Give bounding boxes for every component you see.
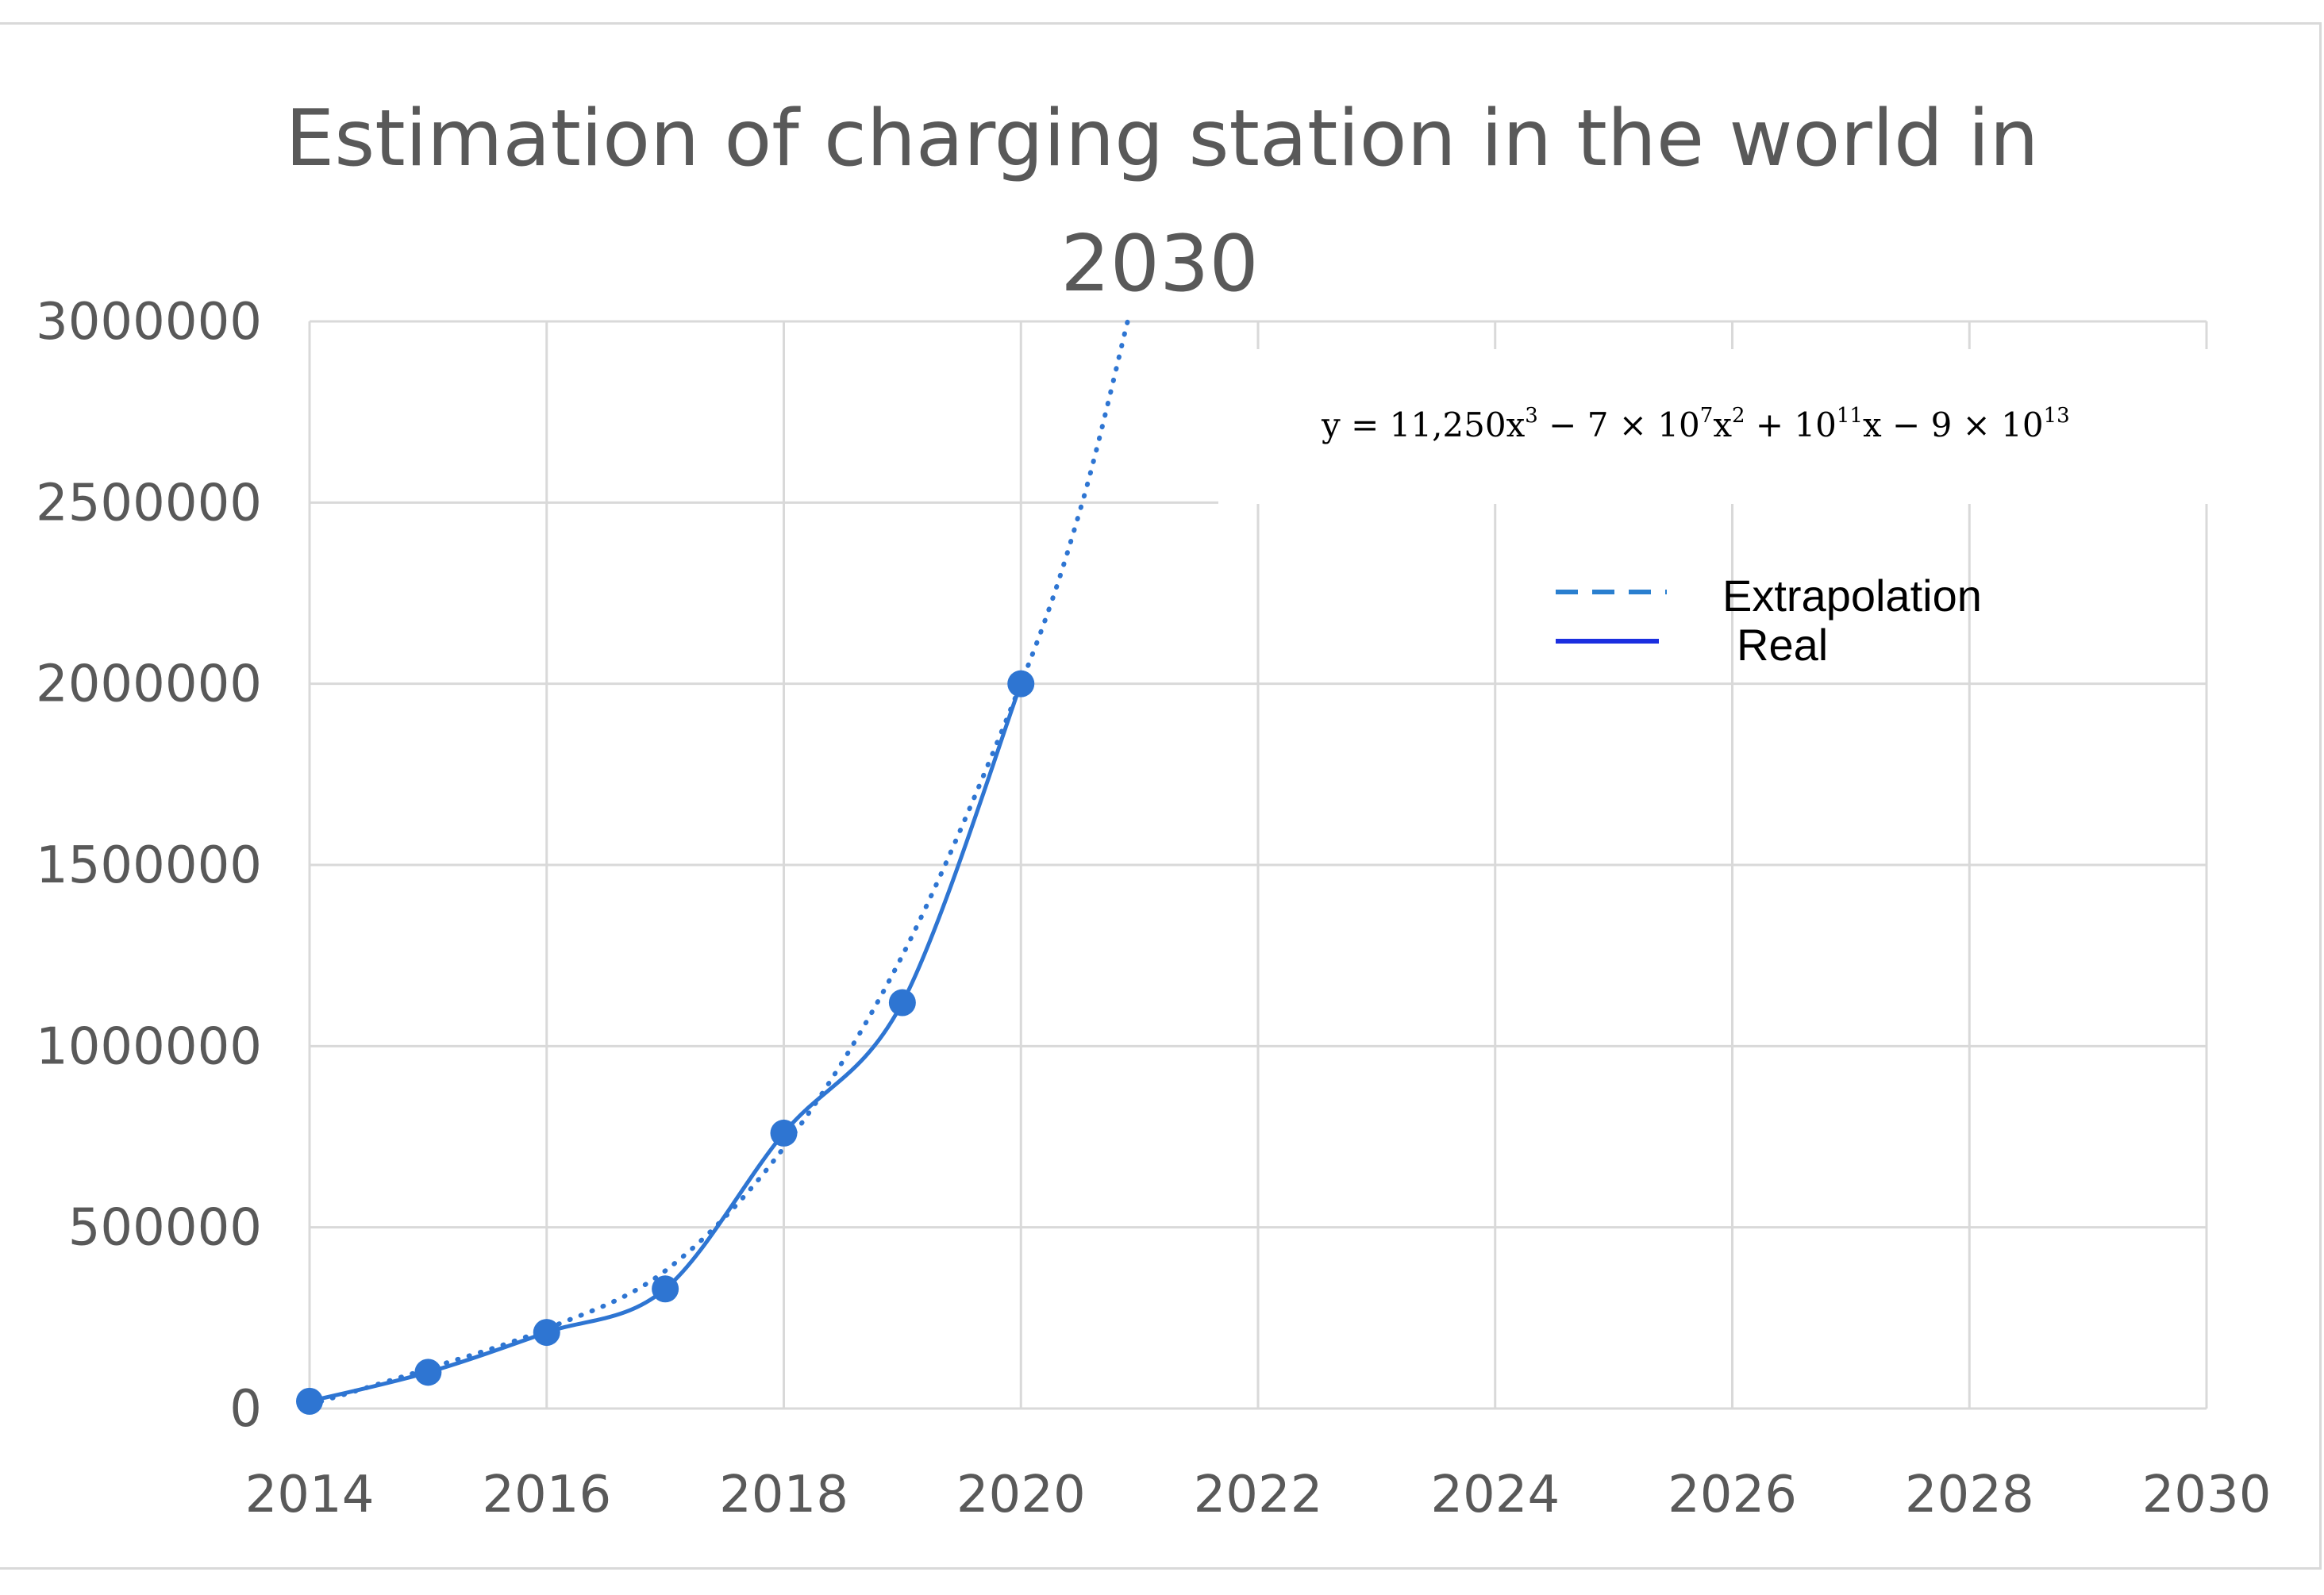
x-tick-label: 2026 bbox=[1668, 1466, 1797, 1524]
chart-title-line-1: Estimation of charging station in the wo… bbox=[285, 94, 2039, 184]
y-tick-label: 2500000 bbox=[36, 474, 262, 532]
series-layer bbox=[296, 319, 1130, 1415]
data-point-real bbox=[770, 1119, 798, 1147]
y-tick-label: 3000000 bbox=[36, 293, 262, 352]
y-tick-label: 1500000 bbox=[36, 836, 262, 895]
chart-frame bbox=[0, 22, 2322, 1570]
data-point-real bbox=[533, 1319, 560, 1347]
data-point-real bbox=[414, 1359, 442, 1386]
y-tick-label: 500000 bbox=[68, 1199, 262, 1258]
chart-title-line-2: 2030 bbox=[1060, 219, 1259, 309]
y-tick-label: 0 bbox=[229, 1380, 262, 1439]
y-tick-label: 1000000 bbox=[36, 1017, 262, 1076]
equation-box: y = 11,250x3 − 7 × 107x2 + 1011x − 9 × 1… bbox=[1218, 349, 2210, 504]
x-tick-label: 2028 bbox=[1905, 1466, 2034, 1524]
data-point-real bbox=[888, 989, 916, 1017]
series-line-extrapolation bbox=[307, 319, 1130, 1408]
legend-label-extrapolation: Extrapolation bbox=[1722, 571, 1982, 621]
data-point-real bbox=[296, 1387, 323, 1415]
x-axis-ticks: 2014 2016 2018 2020 2022 2024 2026 2028 2030 bbox=[245, 1466, 2272, 1524]
x-tick-label: 2030 bbox=[2142, 1466, 2272, 1524]
x-tick-label: 2016 bbox=[482, 1466, 611, 1524]
equation-text: y = 11,250x3 − 7 × 107x2 + 1011x − 9 × 1… bbox=[1321, 404, 2070, 444]
legend-label-real: Real bbox=[1737, 620, 1828, 670]
y-axis-ticks: 0 500000 1000000 1500000 2000000 2500000 30000… bbox=[36, 293, 262, 1439]
data-point-real bbox=[652, 1275, 679, 1303]
data-point-real bbox=[1007, 670, 1035, 698]
y-tick-label: 2000000 bbox=[36, 655, 262, 714]
x-tick-label: 2014 bbox=[245, 1466, 375, 1524]
legend: Extrapolation Real bbox=[1556, 571, 1982, 670]
x-tick-label: 2020 bbox=[956, 1466, 1086, 1524]
x-tick-label: 2018 bbox=[719, 1466, 848, 1524]
x-tick-label: 2024 bbox=[1430, 1466, 1560, 1524]
equation-background bbox=[1218, 349, 2210, 504]
x-tick-label: 2022 bbox=[1194, 1466, 1323, 1524]
